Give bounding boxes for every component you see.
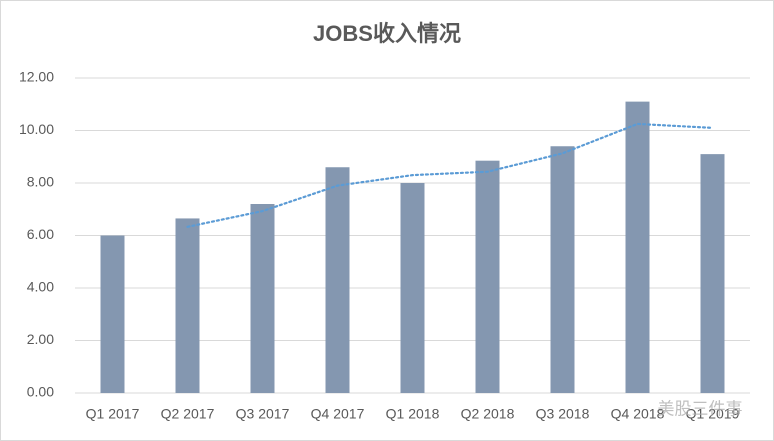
- y-tick-label: 12.00: [19, 69, 54, 85]
- bar: [175, 218, 200, 393]
- x-tick-label: Q2 2018: [461, 406, 515, 422]
- x-tick-label: Q4 2018: [611, 406, 665, 422]
- bar: [700, 154, 725, 393]
- y-tick-label: 0.00: [27, 384, 54, 400]
- bar: [325, 167, 350, 393]
- chart-title: JOBS收入情况: [313, 21, 461, 46]
- y-tick-label: 2.00: [27, 331, 54, 347]
- y-tick-label: 4.00: [27, 279, 54, 295]
- bar: [625, 101, 650, 393]
- x-tick-label: Q1 2019: [686, 406, 740, 422]
- bar: [475, 160, 500, 393]
- trend-line: [186, 122, 714, 228]
- x-tick-label: Q3 2017: [236, 406, 290, 422]
- x-tick-label: Q3 2018: [536, 406, 590, 422]
- bar: [550, 146, 575, 393]
- x-tick-label: Q4 2017: [311, 406, 365, 422]
- x-tick-label: Q1 2017: [86, 406, 140, 422]
- bar: [100, 235, 125, 393]
- y-tick-label: 10.00: [19, 121, 54, 137]
- watermark: 美股三件事: [658, 399, 743, 418]
- x-tick-label: Q2 2017: [161, 406, 215, 422]
- y-tick-label: 6.00: [27, 226, 54, 242]
- bar: [400, 183, 425, 393]
- x-tick-label: Q1 2018: [386, 406, 440, 422]
- y-tick-label: 8.00: [27, 174, 54, 190]
- bar: [250, 204, 275, 393]
